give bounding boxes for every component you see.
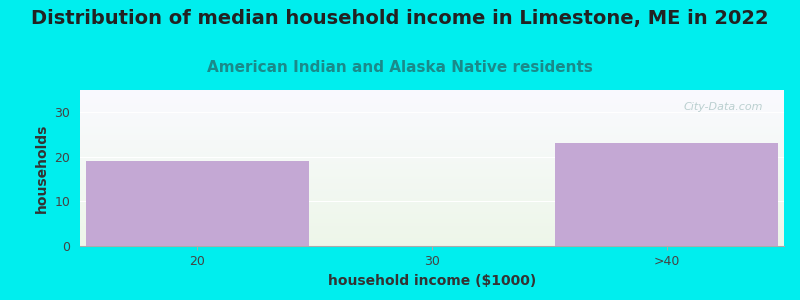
Text: American Indian and Alaska Native residents: American Indian and Alaska Native reside… xyxy=(207,60,593,75)
X-axis label: household income ($1000): household income ($1000) xyxy=(328,274,536,288)
Y-axis label: households: households xyxy=(35,123,49,213)
Bar xyxy=(86,161,309,246)
Text: Distribution of median household income in Limestone, ME in 2022: Distribution of median household income … xyxy=(31,9,769,28)
Bar xyxy=(555,143,778,246)
Text: City-Data.com: City-Data.com xyxy=(683,103,763,112)
